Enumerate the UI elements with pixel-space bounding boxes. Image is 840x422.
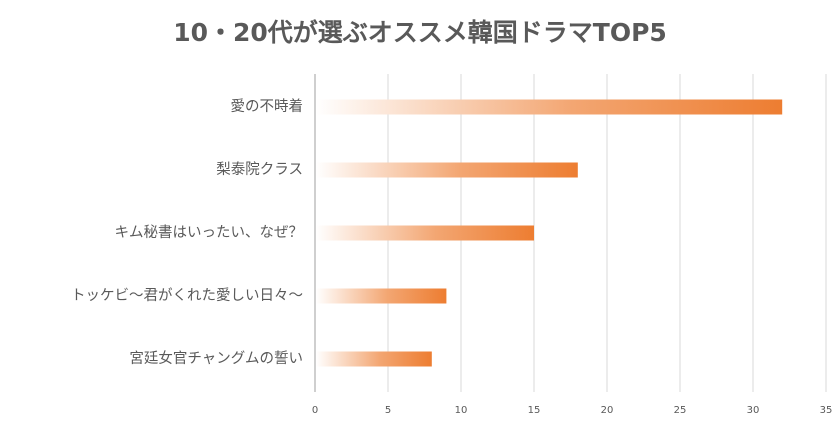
category-label: 宮廷女官チャングムの誓い bbox=[129, 349, 303, 367]
x-tick-label: 0 bbox=[312, 405, 318, 416]
bar bbox=[316, 351, 432, 367]
x-tick-label: 35 bbox=[820, 405, 833, 416]
bars bbox=[316, 99, 783, 367]
x-tick-label: 10 bbox=[455, 405, 468, 416]
x-tick-label: 15 bbox=[528, 405, 541, 416]
x-axis-tick-labels: 0 5 10 15 20 25 30 35 bbox=[312, 405, 833, 416]
bar bbox=[316, 225, 534, 241]
category-label: トッケビ〜君がくれた愛しい日々〜 bbox=[71, 287, 303, 304]
x-tick-label: 25 bbox=[674, 405, 687, 416]
x-tick-label: 5 bbox=[385, 405, 391, 416]
bar bbox=[316, 99, 783, 115]
bar bbox=[316, 162, 578, 178]
bar bbox=[316, 288, 447, 304]
category-label: 梨泰院クラス bbox=[216, 161, 303, 178]
category-label: 愛の不時着 bbox=[231, 98, 304, 115]
x-tick-label: 30 bbox=[747, 405, 760, 416]
category-label: キム秘書はいったい、なぜ？ bbox=[115, 224, 304, 241]
chart-title: 10・20代が選ぶオススメ韓国ドラマTOP5 bbox=[173, 18, 667, 47]
x-tick-label: 20 bbox=[601, 405, 614, 416]
gridlines bbox=[314, 74, 827, 392]
